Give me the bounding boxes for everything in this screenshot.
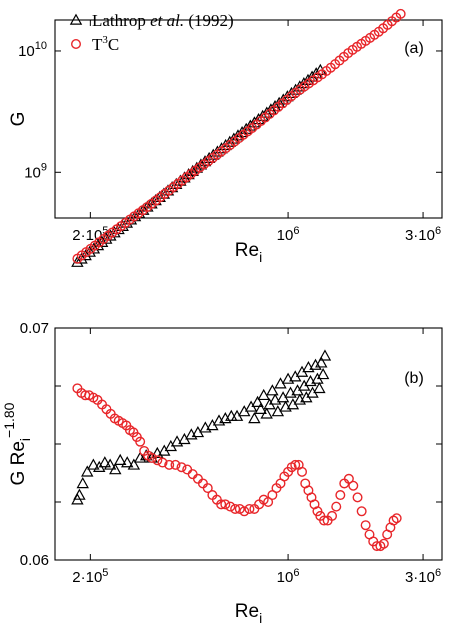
- data-point: [290, 459, 301, 470]
- data-point: [391, 513, 402, 524]
- data-point: [146, 452, 157, 463]
- series-circle: [72, 8, 406, 264]
- data-point: [170, 459, 181, 470]
- data-point: [120, 456, 134, 468]
- panel-label: (a): [404, 40, 424, 57]
- data-point: [230, 503, 241, 514]
- x-axis-label: Rei: [235, 601, 262, 626]
- data-point: [378, 538, 389, 549]
- data-point: [127, 458, 141, 470]
- x-axis-label: Rei: [235, 240, 262, 265]
- data-point: [225, 501, 236, 512]
- x-tick-label: 3·106: [405, 225, 441, 244]
- data-point: [113, 453, 127, 465]
- data-point: [395, 8, 406, 19]
- data-point: [98, 456, 112, 468]
- data-point: [135, 436, 146, 447]
- data-point: [87, 458, 100, 470]
- x-tick-label: 2·105: [72, 225, 108, 244]
- data-point: [268, 393, 282, 405]
- data-point: [152, 455, 163, 466]
- y-tick-label: 0.06: [20, 552, 49, 569]
- data-point: [202, 483, 213, 494]
- data-point: [318, 349, 332, 361]
- data-point: [109, 463, 122, 475]
- data-point: [293, 393, 307, 405]
- data-point: [279, 400, 292, 412]
- data-point: [170, 435, 184, 447]
- data-point: [266, 384, 279, 396]
- data-point: [76, 477, 89, 489]
- data-point: [352, 492, 363, 503]
- data-point: [187, 469, 198, 480]
- data-point: [190, 161, 204, 173]
- data-point: [313, 381, 326, 394]
- data-point: [244, 503, 255, 514]
- series-circle: [72, 383, 402, 552]
- data-point: [176, 462, 187, 473]
- data-point: [192, 473, 203, 484]
- data-point: [216, 499, 227, 510]
- data-point: [185, 428, 198, 440]
- data-point: [343, 473, 354, 484]
- x-tick-label: 106: [277, 567, 300, 586]
- data-point: [315, 356, 328, 368]
- data-point: [316, 367, 330, 380]
- y-axis-label: G Rei−1.80: [1, 402, 33, 485]
- panel-b: 2·105 106 3·106 0.06 0.07 Rei G Rei−1.80 (b): [1, 320, 443, 626]
- data-point: [309, 358, 322, 370]
- y-tick-label: 109: [24, 161, 47, 181]
- plot-frame-a: [54, 19, 443, 219]
- legend-label: T3C: [92, 34, 119, 54]
- data-point: [157, 457, 168, 468]
- data-point: [251, 395, 264, 407]
- data-point: [371, 541, 382, 552]
- data-point: [263, 497, 274, 508]
- data-point: [356, 506, 367, 517]
- data-point: [260, 407, 273, 419]
- data-point: [331, 501, 342, 512]
- data-point: [297, 466, 308, 477]
- x-tick-label: 3·106: [405, 567, 441, 586]
- panel-label: (b): [404, 370, 424, 387]
- data-point: [239, 506, 250, 517]
- y-axis-label: G: [8, 112, 29, 127]
- data-point: [186, 164, 199, 177]
- legend-marker-triangle: [69, 13, 83, 25]
- data-point: [360, 520, 371, 531]
- data-point: [182, 168, 195, 180]
- data-point: [164, 459, 175, 470]
- x-tick-label: 2·105: [72, 567, 108, 586]
- y-tick-label: 0.07: [20, 320, 49, 337]
- y-tick-label: 1010: [18, 40, 47, 60]
- data-point: [319, 515, 330, 526]
- data-point: [220, 499, 231, 510]
- data-point: [248, 412, 261, 424]
- data-point: [182, 464, 193, 475]
- data-point: [254, 402, 267, 414]
- panel-a: 2·105 106 3·106 109 1010 Rei G (a) Lathrop et al…: [8, 8, 443, 267]
- data-point: [388, 515, 399, 526]
- legend: Lathrop et al. (1992) T3C: [69, 11, 234, 54]
- legend-label: Lathrop et al. (1992): [92, 11, 234, 30]
- data-point: [327, 510, 338, 521]
- data-point: [257, 388, 270, 401]
- data-point: [73, 488, 86, 500]
- x-tick-label: 106: [277, 225, 300, 244]
- data-point: [103, 458, 117, 470]
- data-point: [335, 490, 346, 501]
- plot-frame-b: [54, 327, 443, 561]
- data-point: [81, 465, 94, 477]
- legend-marker-circle: [70, 39, 81, 50]
- data-point: [348, 480, 359, 491]
